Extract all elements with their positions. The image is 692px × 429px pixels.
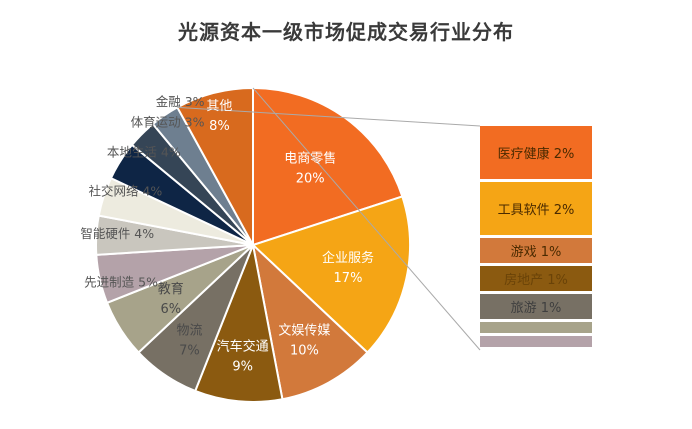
breakdown-label-1: 工具软件 2% (498, 203, 575, 218)
breakdown-bar-3 (480, 266, 592, 291)
breakdown-label-0: 医疗健康 2% (498, 146, 575, 162)
slice-label-4: 物流 (176, 323, 202, 338)
slice-label-12: 其他 (206, 99, 232, 114)
slice-label-11: 金融 3% (156, 94, 205, 109)
pie-slice-3 (193, 241, 284, 403)
slice-label-1: 企业服务 (322, 250, 374, 266)
slice-label-8: 社交网络 4% (88, 184, 162, 199)
slice-label-10: 体育运动 3% (131, 115, 205, 130)
breakdown-bar-1 (480, 182, 592, 235)
slice-percent-12: 8% (209, 119, 230, 134)
slice-label-2: 文娱传媒 (278, 324, 330, 339)
pie-slice-1 (251, 195, 411, 354)
slice-label-9: 本地生活 4% (107, 144, 181, 159)
slice-percent-3: 9% (232, 359, 253, 374)
connector-line-top (177, 106, 481, 127)
connector-line-bottom (252, 87, 481, 351)
chart-title: 光源资本一级市场促成交易行业分布 (178, 20, 514, 44)
breakdown-label-2: 游戏 1% (511, 245, 562, 260)
breakdown-label-3: 房地产 1% (504, 272, 568, 288)
breakdown-bar-6 (480, 336, 592, 347)
slice-percent-1: 17% (334, 271, 363, 286)
slice-label-3: 汽车交通 (217, 338, 269, 354)
breakdown-bar-5 (480, 322, 592, 333)
slice-label-0: 电商零售 (284, 150, 336, 166)
slice-label-6: 先进制造 5% (84, 275, 158, 290)
breakdown-bar-4 (480, 294, 592, 319)
breakdown-bar-2 (480, 238, 592, 263)
slice-label-7: 智能硬件 4% (80, 226, 154, 241)
slice-percent-2: 10% (290, 344, 319, 359)
breakdown-bar-0 (480, 126, 592, 179)
slice-percent-5: 6% (161, 302, 182, 317)
slice-label-5: 教育 (158, 281, 184, 297)
pie-slice-2 (251, 242, 369, 401)
slice-percent-4: 7% (179, 343, 200, 358)
breakdown-label-4: 旅游 1% (511, 301, 562, 316)
slice-percent-0: 20% (296, 171, 325, 186)
